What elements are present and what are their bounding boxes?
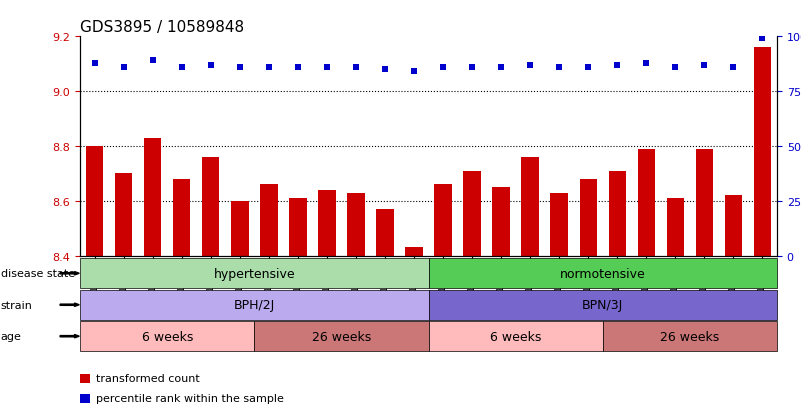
Bar: [144, 138, 162, 256]
Bar: [173, 180, 191, 256]
Text: transformed count: transformed count: [96, 373, 200, 383]
Bar: [115, 174, 132, 256]
Text: disease state: disease state: [1, 268, 75, 279]
Bar: [376, 209, 393, 256]
Text: 6 weeks: 6 weeks: [490, 330, 541, 343]
Text: BPH/2J: BPH/2J: [234, 299, 275, 311]
Bar: [609, 171, 626, 256]
Bar: [260, 185, 277, 256]
Bar: [754, 48, 771, 256]
Text: BPN/3J: BPN/3J: [582, 299, 623, 311]
Bar: [521, 158, 539, 256]
Text: 6 weeks: 6 weeks: [142, 330, 193, 343]
Bar: [86, 147, 103, 256]
Bar: [289, 199, 307, 256]
Bar: [348, 193, 364, 256]
Text: percentile rank within the sample: percentile rank within the sample: [96, 393, 284, 403]
Bar: [666, 199, 684, 256]
Text: 26 weeks: 26 weeks: [312, 330, 371, 343]
Text: age: age: [1, 331, 22, 342]
Bar: [695, 150, 713, 256]
Bar: [318, 190, 336, 256]
Text: GDS3895 / 10589848: GDS3895 / 10589848: [80, 20, 244, 35]
Text: strain: strain: [1, 300, 33, 310]
Bar: [725, 196, 742, 256]
Bar: [202, 158, 219, 256]
Text: normotensive: normotensive: [560, 267, 646, 280]
Bar: [550, 193, 568, 256]
Bar: [579, 180, 597, 256]
Bar: [434, 185, 452, 256]
Text: 26 weeks: 26 weeks: [660, 330, 719, 343]
Bar: [493, 188, 509, 256]
Bar: [231, 202, 248, 256]
Text: hypertensive: hypertensive: [214, 267, 295, 280]
Bar: [638, 150, 655, 256]
Bar: [405, 248, 423, 256]
Bar: [463, 171, 481, 256]
